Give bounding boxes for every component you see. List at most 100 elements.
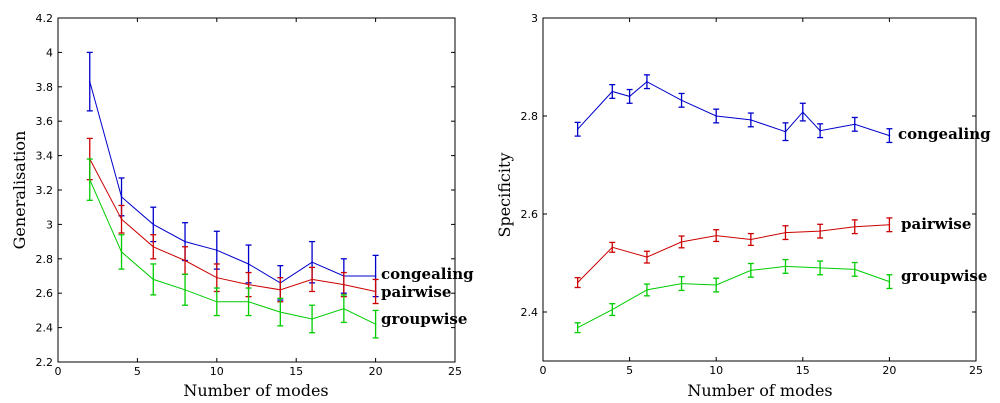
series-label-groupwise: groupwise (901, 267, 987, 285)
data-point-pairwise (646, 256, 648, 258)
data-point-congealing (216, 249, 218, 251)
data-point-pairwise (374, 290, 377, 293)
x-tick-label: 15 (796, 364, 810, 377)
data-point-groupwise (279, 311, 282, 313)
data-point-groupwise (888, 280, 891, 283)
data-point-congealing (750, 119, 752, 121)
data-point-congealing (152, 223, 155, 226)
x-tick-label: 0 (540, 364, 547, 377)
data-point-groupwise (750, 269, 752, 272)
data-point-pairwise (611, 246, 614, 249)
data-point-pairwise (343, 283, 345, 286)
specificity-chart: 0 5 10 15 20 25 2.4 2.6 2.8 3 Number of modes Spe… (495, 12, 991, 400)
data-point-congealing (888, 134, 891, 137)
data-point-groupwise (216, 301, 218, 303)
x-tick-label: 20 (882, 364, 896, 377)
data-point-pairwise (152, 245, 155, 248)
data-point-groupwise (646, 289, 648, 291)
data-point-congealing (120, 196, 123, 198)
data-point-pairwise (784, 231, 787, 234)
data-point-groupwise (784, 265, 787, 268)
data-point-pairwise (184, 259, 186, 262)
series-line-groupwise (89, 179, 376, 325)
data-point-pairwise (680, 241, 683, 243)
data-point-groupwise (611, 308, 614, 311)
series-line-pairwise (89, 158, 376, 292)
y-tick-label: 3.6 (36, 115, 54, 128)
series-line-groupwise (577, 265, 890, 329)
y-tick-label: 4.2 (36, 12, 54, 25)
y-tick-label: 2.8 (36, 253, 54, 266)
data-point-congealing (680, 99, 683, 102)
data-point-congealing (646, 80, 648, 83)
y-tick-label: 2.8 (521, 110, 539, 123)
y-tick-label: 3 (531, 12, 538, 25)
data-point-pairwise (311, 278, 313, 281)
y-tick-label: 3.4 (36, 150, 54, 163)
data-point-pairwise (120, 218, 123, 221)
series-line-pairwise (577, 224, 890, 283)
series-label-congealing: congealing (898, 125, 991, 143)
data-point-groupwise (152, 278, 155, 281)
data-point-groupwise (853, 268, 856, 271)
data-point-congealing (311, 261, 313, 264)
series-label-pairwise: pairwise (381, 283, 451, 301)
y-tick-label: 4 (46, 46, 53, 59)
x-tick-label: 5 (626, 364, 633, 377)
data-point-congealing (247, 263, 250, 265)
data-point-groupwise (715, 284, 717, 286)
data-point-groupwise (680, 282, 683, 285)
y-axis-label: Generalisation (10, 131, 29, 250)
data-point-pairwise (279, 288, 282, 291)
data-point-congealing (611, 90, 614, 93)
data-point-groupwise (374, 323, 377, 325)
data-point-congealing (374, 275, 377, 277)
x-axis-label: Number of modes (687, 381, 832, 400)
data-point-congealing (88, 80, 91, 83)
data-point-pairwise (216, 276, 218, 279)
x-tick-label: 10 (709, 364, 723, 377)
y-tick-label: 3.8 (36, 81, 54, 94)
plot-frame (542, 17, 977, 362)
data-point-groupwise (184, 288, 186, 291)
series-label-congealing: congealing (381, 265, 474, 283)
data-point-pairwise (247, 283, 250, 286)
generalisation-chart: 0 5 10 15 20 252.22.42.62.833.23.43.63.844.2 … (10, 12, 474, 400)
data-point-pairwise (853, 225, 856, 228)
data-point-groupwise (576, 326, 579, 329)
data-point-groupwise (311, 318, 313, 320)
x-tick-label: 25 (448, 365, 462, 378)
y-tick-label: 2.6 (521, 208, 539, 221)
data-point-pairwise (888, 223, 891, 226)
y-axis-label: Specificity (495, 153, 514, 238)
x-tick-label: 5 (134, 365, 141, 378)
data-point-congealing (715, 115, 717, 117)
y-tick-label: 2.4 (521, 306, 539, 319)
x-tick-label: 0 (55, 365, 62, 378)
x-tick-label: 15 (289, 365, 303, 378)
y-tick-label: 2.6 (36, 287, 54, 300)
series-label-pairwise: pairwise (901, 215, 971, 233)
x-tick-label: 10 (210, 365, 224, 378)
y-tick-label: 2.2 (36, 356, 54, 369)
series-label-groupwise: groupwise (381, 310, 467, 328)
y-tick-label: 2.4 (36, 322, 54, 335)
y-tick-label: 3 (46, 218, 53, 231)
data-point-groupwise (247, 301, 250, 303)
x-tick-label: 20 (369, 365, 383, 378)
data-point-groupwise (343, 307, 345, 310)
y-tick-label: 3.2 (36, 184, 54, 197)
data-point-congealing (819, 129, 821, 132)
data-point-congealing (802, 111, 804, 113)
data-point-pairwise (819, 230, 821, 232)
x-axis-label: Number of modes (183, 381, 328, 400)
data-point-congealing (853, 123, 856, 126)
data-point-pairwise (715, 234, 717, 237)
data-point-congealing (784, 130, 787, 133)
data-point-groupwise (120, 251, 123, 253)
series-line-congealing (577, 81, 890, 137)
x-tick-label: 25 (969, 364, 983, 377)
data-point-congealing (628, 95, 631, 98)
series-line-congealing (89, 81, 376, 284)
